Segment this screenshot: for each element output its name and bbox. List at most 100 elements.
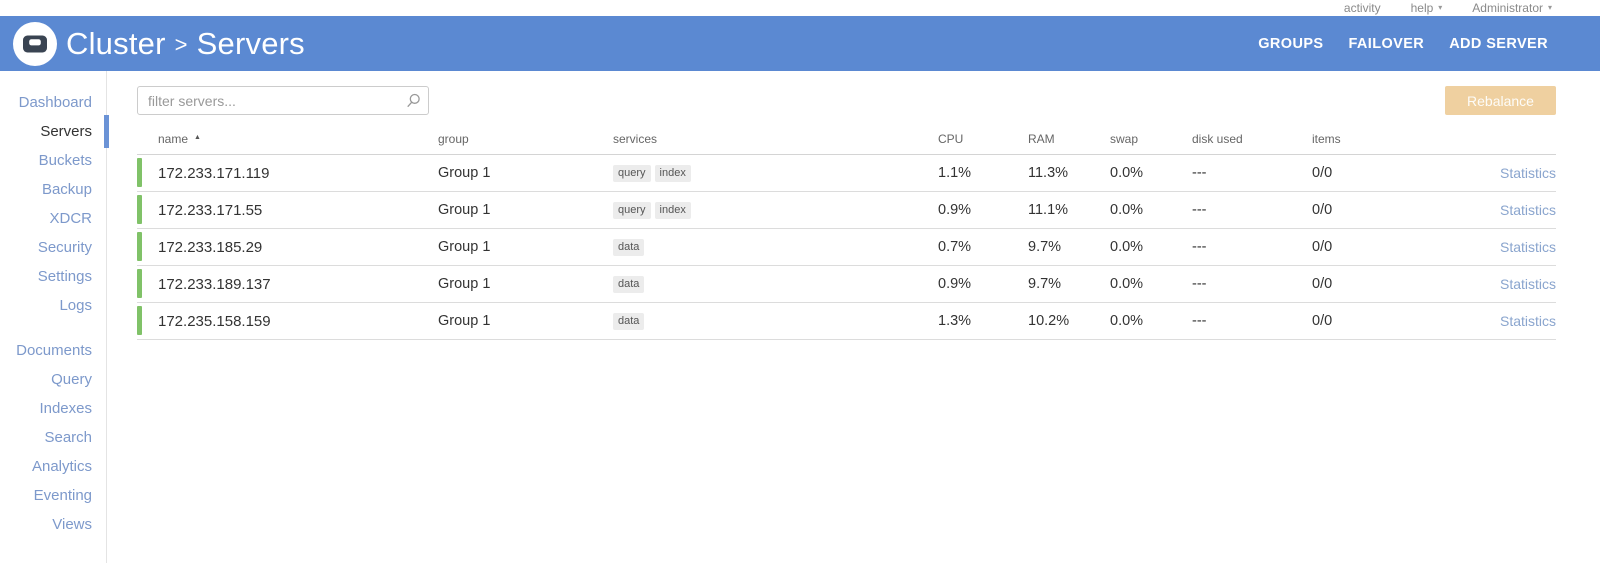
filter-servers-input[interactable] [137, 86, 429, 115]
sidebar-item-analytics[interactable]: Analytics [31, 458, 92, 475]
server-items: 0/0 [1312, 313, 1333, 329]
statistics-link[interactable]: Statistics [1499, 312, 1556, 329]
server-disk-used: --- [1192, 313, 1207, 329]
server-row[interactable]: 172.233.171.119 Group 1 query index 1.1% 11.3… [137, 155, 1556, 192]
activity-label: activity [1343, 1, 1381, 15]
server-services: data [613, 238, 938, 256]
server-disk-used: --- [1192, 239, 1207, 255]
server-services: data [613, 312, 938, 330]
service-badge-index: index [654, 164, 691, 182]
sidebar-item-logs[interactable]: Logs [59, 297, 92, 314]
server-items: 0/0 [1312, 165, 1333, 181]
add-server-button[interactable]: ADD SERVER [1449, 35, 1548, 52]
activity-link[interactable]: activity [1344, 0, 1381, 16]
column-header-name[interactable]: name ▲ [158, 131, 201, 146]
server-items: 0/0 [1312, 239, 1333, 255]
sidebar: Dashboard Servers Buckets Backup XDCR Securit… [0, 71, 109, 575]
user-label: Administrator [1472, 1, 1543, 15]
sidebar-group-1: Documents Query Indexes Search Analytics Even… [0, 336, 107, 539]
service-badge-query: query [613, 201, 651, 219]
server-services: data [613, 275, 938, 293]
server-group: Group 1 [438, 239, 491, 255]
statistics-link[interactable]: Statistics [1499, 238, 1556, 255]
column-header-services: services [613, 131, 658, 146]
server-cpu: 0.7% [938, 239, 972, 255]
failover-button[interactable]: FAILOVER [1348, 35, 1425, 52]
main-content: Rebalance name ▲ group services CPU RAM … [107, 71, 1600, 575]
server-name[interactable]: 172.235.158.159 [158, 312, 271, 330]
column-header-group: group [438, 131, 469, 146]
groups-button[interactable]: GROUPS [1258, 35, 1324, 52]
help-label: help [1410, 1, 1434, 15]
server-cpu: 0.9% [938, 276, 972, 292]
server-disk-used: --- [1192, 202, 1207, 218]
sidebar-item-settings[interactable]: Settings [37, 268, 92, 285]
sidebar-item-buckets[interactable]: Buckets [38, 152, 92, 169]
sidebar-item-query[interactable]: Query [51, 371, 92, 388]
sidebar-item-backup[interactable]: Backup [41, 181, 92, 198]
server-cpu: 0.9% [938, 202, 972, 218]
app-header: Cluster > Servers GROUPS FAILOVER ADD SE… [0, 16, 1600, 71]
sidebar-item-indexes[interactable]: Indexes [39, 400, 92, 417]
server-name[interactable]: 172.233.185.29 [158, 238, 263, 256]
server-name[interactable]: 172.233.171.55 [158, 201, 263, 219]
service-badge-data: data [613, 312, 645, 330]
statistics-link[interactable]: Statistics [1499, 201, 1556, 218]
server-group: Group 1 [438, 276, 491, 292]
server-swap: 0.0% [1110, 239, 1144, 255]
help-menu[interactable]: help ▾ [1411, 0, 1443, 16]
server-row[interactable]: 172.235.158.159 Group 1 data 1.3% 10.2% 0.0% -… [137, 303, 1556, 340]
breadcrumb-separator: > [174, 31, 188, 57]
table-body: 172.233.171.119 Group 1 query index 1.1% 11.3… [137, 155, 1556, 340]
server-group: Group 1 [438, 202, 491, 218]
servers-table: name ▲ group services CPU RAM swap disk … [137, 123, 1556, 340]
rebalance-button[interactable]: Rebalance [1445, 86, 1556, 115]
statistics-cell: Statistics [1412, 313, 1556, 330]
server-row[interactable]: 172.233.189.137 Group 1 data 0.9% 9.7% 0.0% --… [137, 266, 1556, 303]
server-disk-used: --- [1192, 276, 1207, 292]
service-badge-data: data [613, 238, 645, 256]
server-ram: 9.7% [1028, 239, 1062, 255]
breadcrumb-cluster: Cluster [66, 25, 166, 61]
server-services: query index [613, 164, 938, 182]
chevron-down-icon: ▾ [1438, 3, 1443, 12]
server-row[interactable]: 172.233.171.55 Group 1 query index 0.9% 11.1%… [137, 192, 1556, 229]
healthy-status-bar [137, 195, 142, 224]
server-name[interactable]: 172.233.189.137 [158, 275, 271, 293]
service-badge-data: data [613, 275, 645, 293]
sidebar-item-security[interactable]: Security [37, 239, 92, 256]
utility-bar: activity help ▾ Administrator ▾ [0, 0, 1600, 16]
couchbase-logo-icon [13, 21, 57, 66]
column-header-items: items [1312, 131, 1341, 146]
service-badge-query: query [613, 164, 651, 182]
sidebar-item-documents[interactable]: Documents [16, 342, 92, 359]
healthy-status-bar [137, 306, 142, 335]
filter-field [137, 86, 429, 115]
server-items: 0/0 [1312, 276, 1333, 292]
chevron-down-icon: ▾ [1547, 3, 1552, 12]
statistics-cell: Statistics [1412, 276, 1556, 293]
breadcrumb-page: Servers [196, 25, 305, 61]
sidebar-item-dashboard[interactable]: Dashboard [18, 94, 92, 111]
user-menu[interactable]: Administrator ▾ [1472, 0, 1552, 16]
column-header-ram: RAM [1028, 131, 1055, 146]
sidebar-item-eventing[interactable]: Eventing [33, 487, 92, 504]
column-header-disk-used: disk used [1192, 131, 1243, 146]
statistics-link[interactable]: Statistics [1499, 275, 1556, 292]
server-name[interactable]: 172.233.171.119 [158, 164, 270, 182]
server-group: Group 1 [438, 313, 491, 329]
server-swap: 0.0% [1110, 313, 1144, 329]
sidebar-item-xdcr[interactable]: XDCR [49, 210, 92, 227]
table-header-row: name ▲ group services CPU RAM swap disk … [137, 123, 1556, 155]
sidebar-item-servers[interactable]: Servers [0, 115, 109, 148]
service-badge-index: index [654, 201, 691, 219]
sidebar-item-search[interactable]: Search [44, 429, 92, 446]
statistics-link[interactable]: Statistics [1499, 164, 1556, 181]
server-row[interactable]: 172.233.185.29 Group 1 data 0.7% 9.7% 0.0% ---… [137, 229, 1556, 266]
server-group: Group 1 [438, 165, 491, 181]
server-ram: 10.2% [1028, 313, 1070, 329]
statistics-cell: Statistics [1412, 202, 1556, 219]
sidebar-item-views[interactable]: Views [52, 516, 92, 533]
server-swap: 0.0% [1110, 202, 1144, 218]
